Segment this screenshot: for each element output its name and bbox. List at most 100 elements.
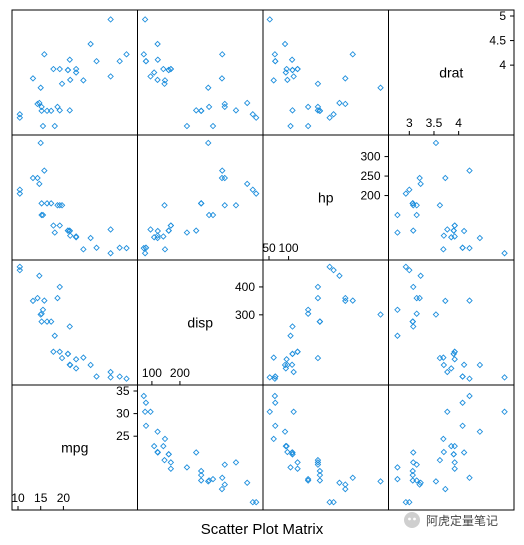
data-point xyxy=(501,408,508,416)
data-point xyxy=(270,77,277,84)
data-point xyxy=(161,246,169,253)
data-point xyxy=(232,107,240,114)
data-point xyxy=(161,202,168,209)
data-point xyxy=(466,392,473,400)
data-point xyxy=(406,498,413,506)
data-point xyxy=(416,174,423,182)
data-point xyxy=(192,449,200,456)
data-point xyxy=(66,56,73,63)
data-point xyxy=(287,332,294,339)
watermark-text: 阿虎定量笔记 xyxy=(426,513,498,528)
data-point xyxy=(476,361,484,369)
data-point xyxy=(154,56,162,63)
data-point xyxy=(432,311,440,318)
data-point xyxy=(410,283,417,291)
data-point xyxy=(58,354,66,362)
data-point xyxy=(197,200,205,207)
data-point xyxy=(450,451,457,458)
data-point xyxy=(221,461,229,468)
data-point xyxy=(38,200,45,207)
data-point xyxy=(290,408,297,416)
data-point xyxy=(304,477,312,484)
data-point xyxy=(209,475,217,483)
data-point xyxy=(342,481,349,488)
tick-label: 100 xyxy=(142,366,162,380)
data-point xyxy=(107,368,114,376)
data-point xyxy=(197,200,205,207)
data-point xyxy=(281,428,289,435)
watermark: 阿虎定量笔记 xyxy=(404,512,498,528)
data-point xyxy=(459,399,466,406)
data-point xyxy=(56,107,64,114)
data-point xyxy=(330,111,337,118)
data-point xyxy=(413,211,420,219)
data-point xyxy=(316,318,324,325)
panel-frame xyxy=(388,384,515,511)
data-point xyxy=(476,234,484,242)
data-point xyxy=(107,16,114,23)
data-point xyxy=(316,107,324,115)
data-point xyxy=(440,232,448,239)
data-point xyxy=(72,356,80,363)
data-point xyxy=(459,373,466,380)
data-point xyxy=(450,227,457,234)
data-point xyxy=(123,244,130,252)
data-point xyxy=(266,408,274,416)
data-point xyxy=(197,200,205,207)
data-point xyxy=(183,464,191,471)
data-point xyxy=(272,373,279,380)
data-point xyxy=(72,65,80,73)
data-point xyxy=(410,459,417,466)
data-point xyxy=(167,222,175,229)
data-point xyxy=(402,263,410,271)
data-point xyxy=(93,373,100,380)
data-point xyxy=(289,107,296,114)
data-point xyxy=(34,100,41,108)
data-point xyxy=(66,76,74,84)
data-point xyxy=(409,318,416,325)
data-point xyxy=(50,348,57,356)
data-point xyxy=(413,477,420,484)
data-point xyxy=(314,283,322,291)
tick-label: 300 xyxy=(360,150,380,164)
data-point xyxy=(288,361,296,369)
data-point xyxy=(221,103,229,111)
data-point xyxy=(72,365,80,372)
data-point xyxy=(459,422,466,430)
data-point xyxy=(72,233,80,240)
data-point xyxy=(410,202,417,209)
data-point xyxy=(451,348,458,356)
data-point xyxy=(294,348,301,356)
data-point xyxy=(107,249,114,257)
data-point xyxy=(29,174,37,182)
data-point xyxy=(154,76,161,84)
data-point xyxy=(197,107,205,115)
data-point xyxy=(232,459,240,466)
data-point xyxy=(116,57,123,65)
tick-label: 200 xyxy=(360,189,380,203)
data-point xyxy=(154,227,162,235)
data-point xyxy=(56,348,64,356)
data-point xyxy=(394,229,401,236)
data-point xyxy=(37,139,44,147)
data-point xyxy=(442,485,449,493)
data-point xyxy=(314,354,322,362)
data-point xyxy=(394,475,401,483)
data-point xyxy=(294,65,301,73)
data-point xyxy=(440,246,447,253)
tick-label: 4 xyxy=(455,116,462,130)
data-point xyxy=(197,107,205,115)
data-point xyxy=(232,202,240,209)
data-point xyxy=(410,449,417,456)
data-point xyxy=(326,114,333,121)
data-point xyxy=(243,180,251,188)
data-point xyxy=(266,374,274,381)
data-point xyxy=(51,229,59,236)
tick-label: 300 xyxy=(235,308,255,322)
data-point xyxy=(160,65,167,73)
data-point xyxy=(281,361,289,369)
data-point xyxy=(142,422,150,430)
data-point xyxy=(66,107,73,114)
data-point xyxy=(402,190,410,197)
data-point xyxy=(342,294,349,302)
